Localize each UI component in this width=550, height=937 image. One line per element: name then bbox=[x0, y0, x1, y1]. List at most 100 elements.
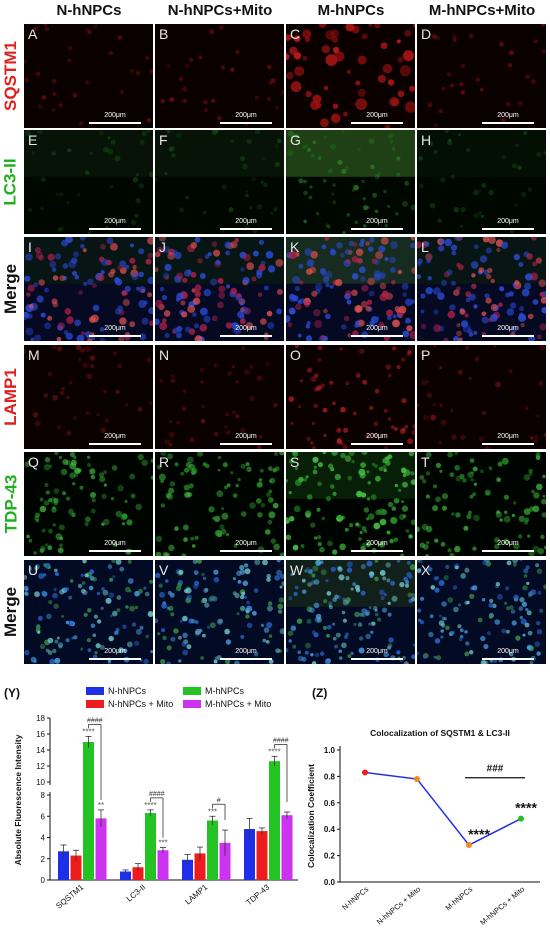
panel-letter: I bbox=[28, 239, 32, 255]
significance-hash: # bbox=[217, 797, 221, 804]
panel-letter: N bbox=[159, 347, 170, 363]
micrograph-image bbox=[286, 24, 415, 128]
legend-swatch bbox=[86, 700, 104, 708]
micrograph-image bbox=[24, 24, 153, 126]
panel-letter: G bbox=[290, 132, 301, 148]
micrograph-panel-H: H 200μm bbox=[417, 130, 546, 234]
y-tick-label: 10 bbox=[36, 778, 45, 787]
significance-hash: #### bbox=[273, 737, 289, 744]
x-tick-label-2: LAMP1 bbox=[183, 882, 209, 906]
scale-bar-label: 200μm bbox=[235, 218, 257, 225]
micrograph-image bbox=[160, 25, 284, 127]
bar-LC3-II-1 bbox=[132, 867, 144, 880]
micrograph-panel-C: C 200μm bbox=[286, 24, 415, 128]
row-label-text: Merge bbox=[1, 586, 21, 638]
column-header-4: M-hNPCs+Mito bbox=[428, 2, 536, 19]
micrograph-image bbox=[417, 560, 546, 664]
scale-bar-label: 200μm bbox=[497, 433, 519, 440]
scale-bar-label: 200μm bbox=[497, 218, 519, 225]
scale-bar bbox=[220, 658, 272, 660]
scale-bar-label: 200μm bbox=[235, 112, 257, 119]
bar-LAMP1-3 bbox=[219, 842, 231, 880]
legend-swatch bbox=[183, 687, 201, 695]
scale-bar bbox=[220, 335, 272, 337]
row-label-3: LAMP1 bbox=[0, 345, 22, 449]
legend-label: N-hNPCs bbox=[108, 686, 147, 696]
panel-letter: E bbox=[28, 132, 38, 148]
column-header-2: N-hNPCs+Mito bbox=[167, 2, 273, 19]
panel-letter: P bbox=[421, 347, 431, 363]
bar-LAMP1-1 bbox=[194, 853, 206, 880]
scale-bar-label: 200μm bbox=[104, 218, 126, 225]
scale-bar bbox=[220, 228, 272, 230]
micrograph-panel-S: S 200μm bbox=[286, 452, 415, 556]
panel-letter: O bbox=[290, 347, 301, 363]
bar-LAMP1-0 bbox=[182, 859, 193, 880]
micrograph-image bbox=[417, 345, 546, 449]
y-tick-label: 0 bbox=[41, 876, 46, 885]
scale-bar bbox=[220, 122, 272, 124]
micrograph-panel-N: N 200μm bbox=[155, 345, 284, 449]
row-label-text: LC3-II bbox=[1, 158, 21, 206]
bar-SQSTM1-0 bbox=[58, 851, 69, 880]
y-tick-label: 0.8 bbox=[324, 772, 336, 781]
panel-letter: T bbox=[421, 454, 430, 470]
scale-bar-label: 200μm bbox=[235, 648, 257, 655]
significance-hash: #### bbox=[149, 791, 165, 798]
micrograph-image bbox=[427, 24, 546, 128]
panel-letter: S bbox=[290, 454, 300, 470]
scale-bar-label: 200μm bbox=[235, 433, 257, 440]
y-tick-label: 2 bbox=[41, 855, 46, 864]
row-label-1: LC3-II bbox=[0, 130, 22, 234]
scale-bar-label: 200μm bbox=[366, 433, 388, 440]
scale-bar bbox=[89, 228, 141, 230]
micrograph-panel-F: F 200μm bbox=[155, 130, 284, 234]
micrograph-image bbox=[417, 452, 546, 556]
row-label-text: Merge bbox=[1, 263, 21, 315]
panel-letter: V bbox=[159, 562, 169, 578]
bar-TDP-43-3 bbox=[281, 815, 293, 880]
line-chart: Colocalization of SQSTM1 & LC3-II 0.0 0.2 0… bbox=[306, 728, 540, 927]
scale-bar bbox=[351, 228, 403, 230]
scale-bar-label: 200μm bbox=[366, 218, 388, 225]
scale-bar bbox=[89, 550, 141, 552]
significance-stars: *** bbox=[158, 839, 167, 848]
data-point-3 bbox=[518, 815, 524, 822]
legend-swatch bbox=[86, 687, 104, 695]
micrograph-image bbox=[155, 452, 284, 556]
scale-bar-label: 200μm bbox=[104, 540, 126, 547]
row-label-0: SQSTM1 bbox=[0, 24, 22, 128]
legend-label: M-hNPCs bbox=[205, 686, 245, 696]
scale-bar bbox=[220, 443, 272, 445]
bar-SQSTM1-3 bbox=[95, 818, 107, 880]
y-tick-label: 0.0 bbox=[324, 878, 336, 887]
micrograph-image bbox=[286, 130, 415, 234]
micrograph-panel-A: A 200μm bbox=[24, 24, 153, 128]
x-tick-label-1: N-hNPCs + Mito bbox=[375, 885, 422, 927]
significance-stars: **** bbox=[515, 800, 537, 816]
scale-bar-label: 200μm bbox=[235, 325, 257, 332]
scale-bar bbox=[351, 658, 403, 660]
row-label-text: TDP-43 bbox=[1, 474, 21, 534]
micrograph-panel-U: U 200μm bbox=[24, 560, 153, 664]
line-chart-title: Colocalization of SQSTM1 & LC3-II bbox=[370, 728, 510, 738]
scale-bar bbox=[220, 550, 272, 552]
scale-bar bbox=[482, 228, 534, 230]
micrograph-image bbox=[288, 345, 415, 449]
significance-stars: **** bbox=[268, 747, 280, 756]
panel-letter: A bbox=[28, 26, 38, 42]
scale-bar-label: 200μm bbox=[235, 540, 257, 547]
scale-bar bbox=[89, 122, 141, 124]
scale-bar bbox=[351, 122, 403, 124]
panel-letter: F bbox=[159, 132, 168, 148]
scale-bar-label: 200μm bbox=[497, 325, 519, 332]
panel-letter: C bbox=[290, 26, 301, 42]
bar-LAMP1-2 bbox=[207, 820, 218, 880]
micrograph-panel-J: J 200μm bbox=[155, 237, 284, 341]
row-label-text: SQSTM1 bbox=[1, 41, 20, 111]
micrograph-panel-M: M 200μm bbox=[24, 345, 153, 449]
x-tick-label-3: TDP-43 bbox=[244, 882, 271, 907]
panel-letter: D bbox=[421, 26, 432, 42]
micrograph-panel-I: I 200μm bbox=[24, 237, 153, 341]
micrograph-panel-L: L 200μm bbox=[417, 237, 546, 341]
